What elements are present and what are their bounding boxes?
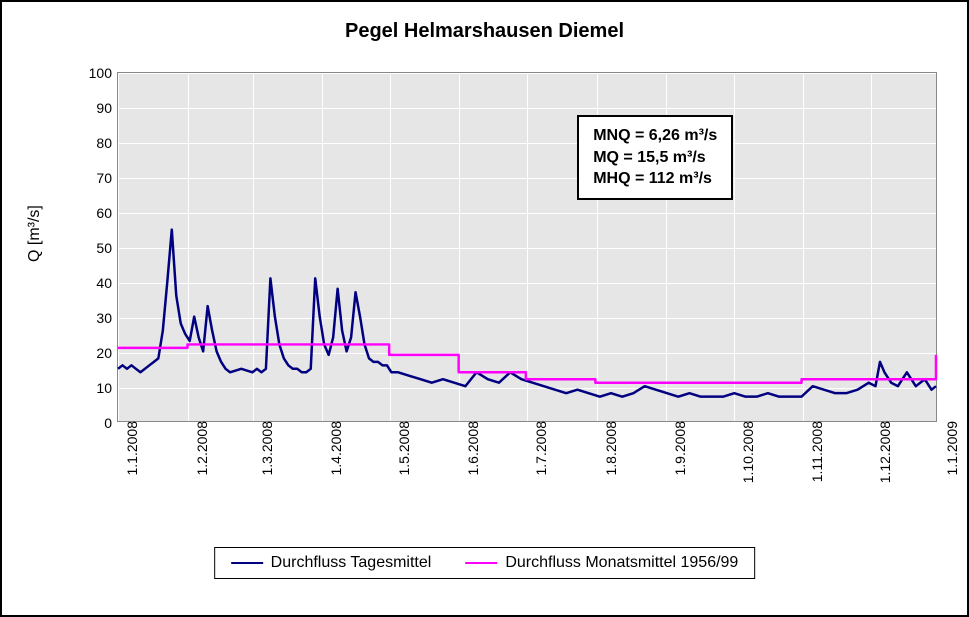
y-tick-label: 50 — [96, 240, 118, 256]
legend-label: Durchfluss Tagesmittel — [271, 554, 432, 572]
y-axis-label: Q [m³/s] — [26, 205, 44, 262]
x-tick-label: 1.5.2008 — [390, 421, 412, 476]
y-tick-label: 30 — [96, 310, 118, 326]
legend-swatch — [231, 562, 263, 564]
series-line — [118, 230, 936, 397]
y-tick-label: 20 — [96, 345, 118, 361]
y-tick-label: 40 — [96, 275, 118, 291]
x-tick-label: 1.11.2008 — [803, 421, 825, 482]
series-layer — [118, 73, 936, 421]
legend: Durchfluss Tagesmittel Durchfluss Monatsm… — [214, 547, 756, 579]
x-tick-label: 1.10.2008 — [734, 421, 756, 483]
x-tick-label: 1.4.2008 — [322, 421, 344, 476]
y-tick-label: 70 — [96, 170, 118, 186]
x-tick-label: 1.6.2008 — [459, 421, 481, 476]
legend-swatch — [465, 562, 497, 564]
annotation-line: MNQ = 6,26 m³/s — [593, 125, 717, 147]
legend-label: Durchfluss Monatsmittel 1956/99 — [505, 554, 738, 572]
x-tick-label: 1.2.2008 — [188, 421, 210, 476]
y-tick-label: 100 — [89, 65, 118, 81]
chart-frame: Pegel Helmarshausen Diemel Q [m³/s] 0102… — [0, 0, 969, 617]
annotation-line: MQ = 15,5 m³/s — [593, 147, 717, 169]
x-tick-label: 1.8.2008 — [597, 421, 619, 476]
y-tick-label: 0 — [104, 415, 118, 431]
x-tick-label: 1.7.2008 — [527, 421, 549, 476]
y-tick-label: 60 — [96, 205, 118, 221]
annotation-box: MNQ = 6,26 m³/sMQ = 15,5 m³/sMHQ = 112 m… — [577, 115, 733, 200]
x-tick-label: 1.9.2008 — [666, 421, 688, 476]
x-tick-label: 1.1.2008 — [118, 421, 140, 476]
series-line — [118, 344, 936, 382]
chart-title: Pegel Helmarshausen Diemel — [2, 20, 967, 43]
x-tick-label: 1.3.2008 — [253, 421, 275, 476]
y-tick-label: 80 — [96, 135, 118, 151]
legend-item: Durchfluss Monatsmittel 1956/99 — [465, 554, 738, 572]
y-tick-label: 90 — [96, 100, 118, 116]
y-tick-label: 10 — [96, 380, 118, 396]
x-tick-label: 1.1.2009 — [938, 421, 960, 476]
x-tick-label: 1.12.2008 — [871, 421, 893, 483]
annotation-line: MHQ = 112 m³/s — [593, 168, 717, 190]
plot-area: 01020304050607080901001.1.20081.2.20081.… — [117, 72, 937, 422]
gridline-vertical — [938, 73, 939, 421]
legend-item: Durchfluss Tagesmittel — [231, 554, 432, 572]
